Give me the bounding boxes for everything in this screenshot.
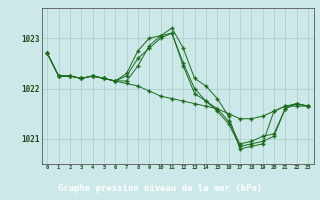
Text: Graphe pression niveau de la mer (hPa): Graphe pression niveau de la mer (hPa) [58, 184, 262, 193]
